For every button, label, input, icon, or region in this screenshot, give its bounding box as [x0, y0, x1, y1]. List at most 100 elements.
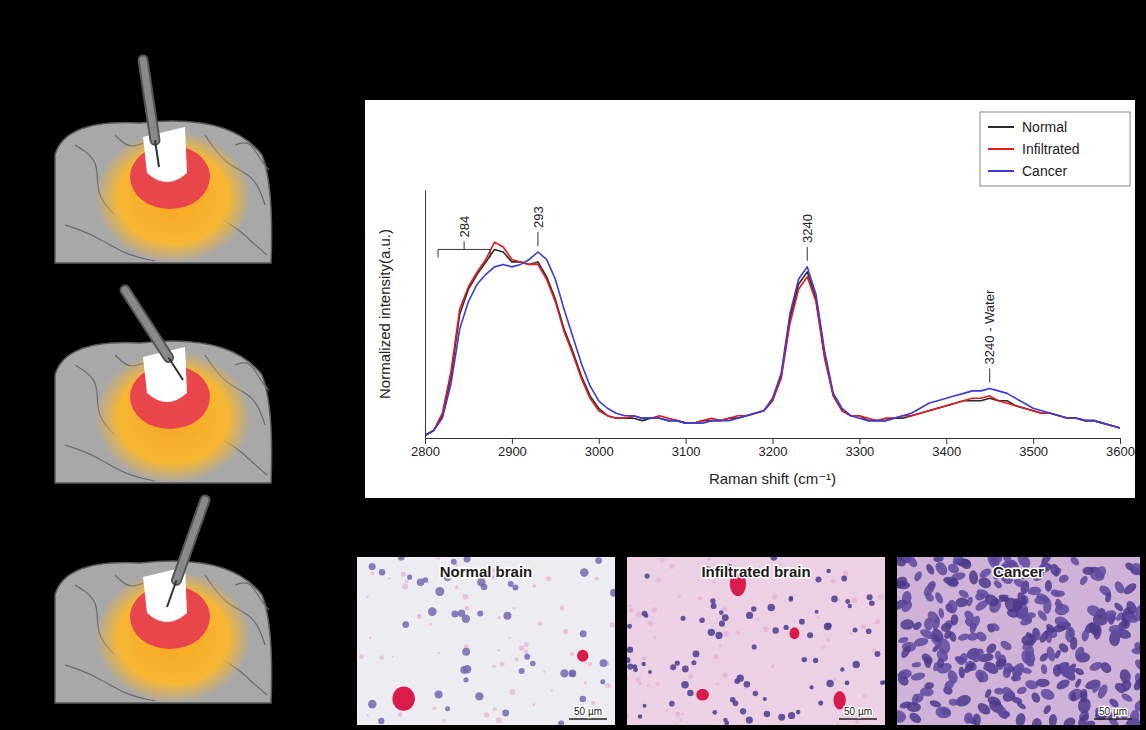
cell-nucleus	[974, 630, 988, 644]
tissue-fibre	[822, 645, 826, 649]
tissue-background	[357, 557, 615, 725]
cell-nucleus	[445, 706, 450, 711]
tissue-fibre	[1134, 696, 1137, 699]
cell-nucleus	[867, 594, 873, 600]
x-tick: 3300	[845, 438, 874, 459]
cell-nucleus	[815, 610, 819, 614]
x-tick: 3100	[672, 438, 701, 459]
probe-tip	[169, 358, 184, 381]
cell-nucleus	[681, 616, 686, 621]
cell-nucleus	[644, 613, 648, 617]
cell-nucleus	[946, 599, 958, 614]
cell-nucleus	[900, 619, 915, 631]
tissue-fibre	[442, 719, 446, 723]
cell-nucleus	[818, 701, 823, 706]
x-tick: 3600	[1106, 438, 1135, 459]
probe	[125, 290, 169, 358]
cell-nucleus	[1015, 667, 1023, 678]
tissue-fibre	[498, 649, 500, 651]
cell-nucleus	[919, 627, 936, 641]
cell-nucleus	[560, 669, 568, 677]
x-tick: 3400	[932, 438, 961, 459]
cell-nucleus	[992, 579, 1003, 590]
cell-nucleus	[853, 661, 860, 668]
tissue-fibre	[584, 681, 587, 684]
tissue-fibre	[861, 624, 866, 629]
x-tick-label: 3200	[759, 444, 788, 459]
cell-nucleus	[512, 584, 518, 590]
cell-nucleus	[722, 614, 729, 621]
cell-nucleus	[948, 630, 958, 642]
annotation-label: 3240	[800, 214, 815, 243]
tissue-fibre	[647, 685, 649, 687]
tissue-fibre	[595, 576, 599, 580]
cell-nucleus	[875, 651, 881, 657]
annotation-label: 293	[530, 206, 545, 228]
tissue-fibre	[1130, 593, 1133, 596]
tissue-fibre	[493, 707, 497, 711]
cell-nucleus	[938, 608, 945, 619]
tissue-fibre	[698, 596, 702, 600]
legend-label: Cancer	[1022, 163, 1067, 179]
tissue-fibre	[392, 656, 394, 658]
tissue-fibre	[538, 621, 543, 626]
cell-nucleus	[719, 621, 725, 627]
tissue-fibre	[418, 614, 421, 617]
cell-nucleus	[530, 661, 536, 667]
tissue-fibre	[591, 701, 595, 705]
cell-nucleus	[940, 621, 953, 633]
tissue-fibre	[379, 655, 384, 660]
cell-nucleus	[708, 629, 715, 636]
cell-nucleus	[957, 588, 970, 599]
tissue-fibre	[484, 712, 490, 718]
red-blood-cell	[577, 650, 588, 662]
cell-nucleus	[610, 589, 615, 597]
cell-nucleus	[942, 575, 959, 587]
probe	[143, 60, 155, 140]
cell-nucleus	[669, 701, 675, 707]
tissue-fibre	[605, 683, 611, 689]
red-blood-cell	[790, 627, 800, 639]
tissue-fibre	[838, 599, 841, 602]
x-tick-label: 3400	[932, 444, 961, 459]
histology-image	[897, 557, 1140, 725]
x-tick-mark	[686, 438, 687, 444]
tissue-fibre	[359, 654, 364, 659]
cell-nucleus	[983, 592, 1001, 609]
cell-nucleus	[1048, 714, 1057, 725]
cell-nucleus	[715, 632, 722, 639]
cell-nucleus	[853, 627, 858, 632]
cell-nucleus	[977, 575, 993, 590]
cell-nucleus	[428, 607, 437, 616]
tissue-fibre	[682, 713, 685, 716]
tissue-fibre	[524, 649, 529, 654]
x-tick-mark	[859, 438, 860, 444]
probe-body	[143, 60, 155, 140]
cell-nucleus	[1073, 666, 1085, 676]
tissue-fibre	[960, 615, 964, 619]
tissue-fibre	[1026, 718, 1031, 723]
cell-nucleus	[929, 699, 942, 709]
x-tick-label: 3000	[585, 444, 614, 459]
cell-nucleus	[869, 600, 875, 606]
cell-nucleus	[638, 714, 643, 719]
tissue-fibre	[677, 595, 681, 599]
cell-nucleus	[923, 656, 932, 668]
probe	[177, 500, 206, 580]
cell-nucleus	[934, 591, 945, 605]
cell-nucleus	[475, 692, 483, 700]
tissue-fibre	[627, 677, 629, 680]
tissue-fibre	[875, 619, 880, 624]
cell-nucleus	[1081, 629, 1090, 642]
scale-bar-label: 50 µm	[574, 706, 602, 717]
cell-nucleus	[379, 569, 385, 575]
cell-nucleus	[813, 658, 818, 663]
cell-nucleus	[826, 569, 831, 574]
cell-nucleus	[897, 575, 909, 591]
tissue-fibre	[953, 651, 959, 657]
cell-nucleus	[693, 650, 700, 657]
cell-nucleus	[1045, 580, 1052, 592]
cell-nucleus	[824, 623, 831, 630]
tissue-fibre	[1134, 635, 1138, 639]
annotation-label: 3240 - Water	[982, 289, 997, 364]
